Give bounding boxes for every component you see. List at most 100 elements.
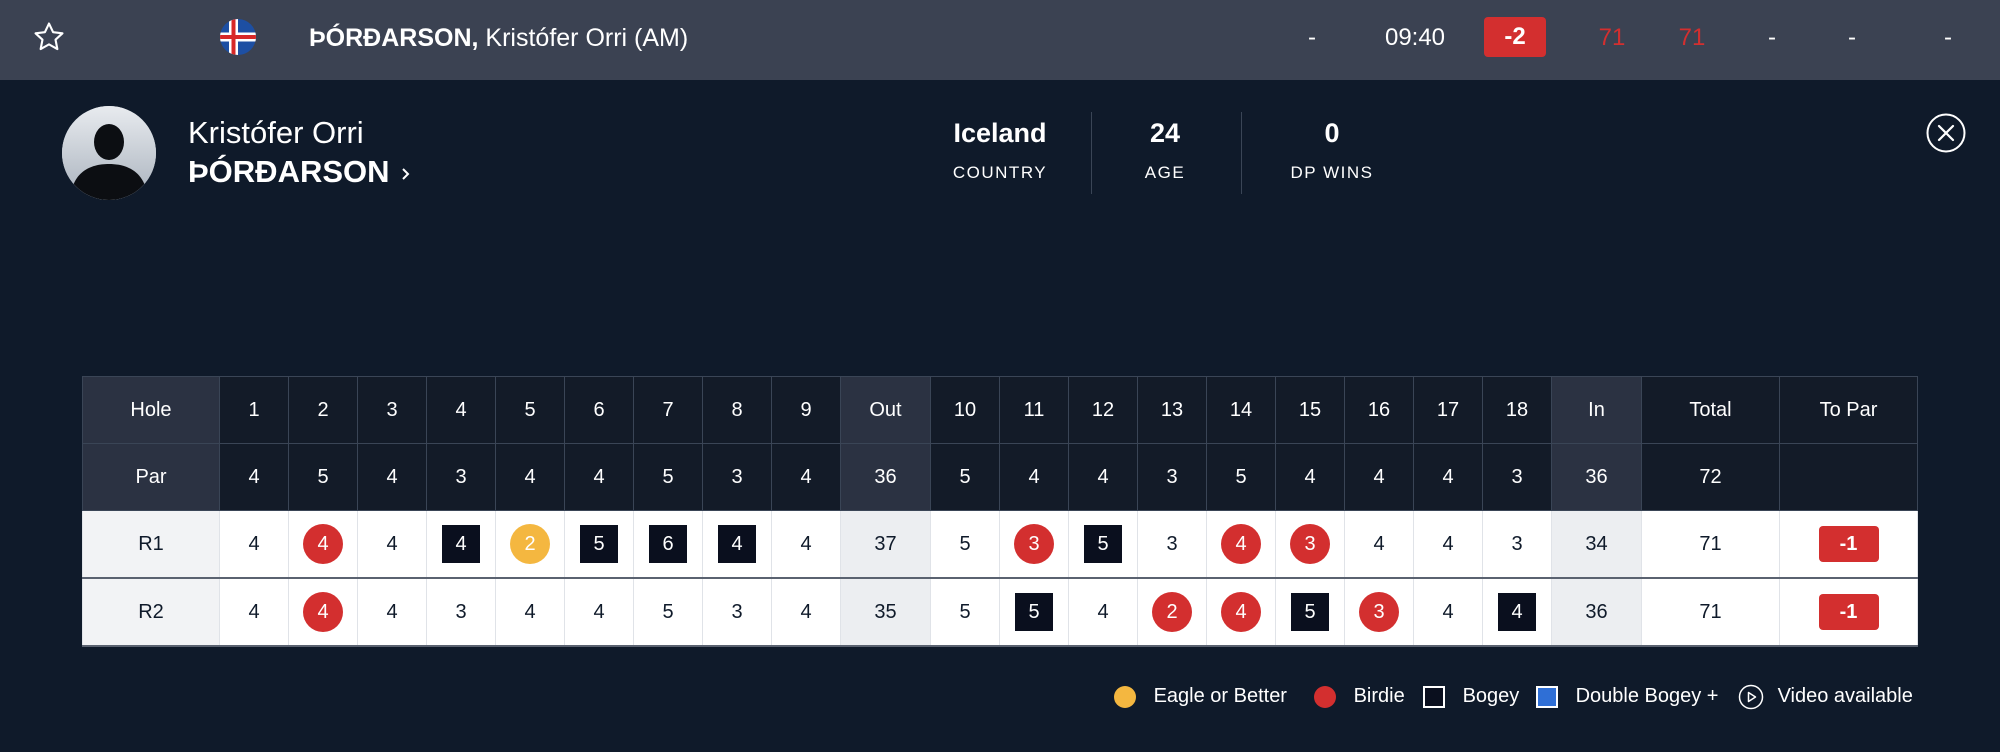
hole-header: 11 — [999, 376, 1069, 444]
par-value: 4 — [219, 443, 289, 511]
score-cell: 5 — [1068, 510, 1138, 579]
player-row-header[interactable]: ÞÓRÐARSON, Kristófer Orri (AM) - 09:40 -… — [0, 0, 2000, 80]
bogey-score: 5 — [1084, 525, 1122, 563]
score-cell: 2 — [495, 510, 565, 579]
hole-header: In — [1551, 376, 1642, 444]
par-value: 5 — [930, 443, 1000, 511]
bogey-score: 4 — [718, 525, 756, 563]
hole-header: 7 — [633, 376, 703, 444]
legend-eagle-label: Eagle or Better — [1153, 685, 1287, 707]
score-value: 3 — [1511, 532, 1523, 555]
divider — [1241, 112, 1242, 194]
hole-header: 9 — [771, 376, 841, 444]
stat-dp-wins: 0 DP WINS — [1262, 115, 1402, 183]
par-value: 4 — [771, 443, 841, 511]
score-cell: 4 — [1413, 577, 1483, 647]
score-cell: 4 — [495, 577, 565, 647]
score-cell: 3 — [1344, 577, 1414, 647]
score-value: 35 — [874, 600, 897, 623]
hole-header: 10 — [930, 376, 1000, 444]
score-value: 4 — [248, 532, 260, 555]
score-value: 4 — [1097, 600, 1109, 623]
hole-header: 8 — [702, 376, 772, 444]
score-cell: 4 — [702, 510, 772, 579]
par-value: 72 — [1641, 443, 1780, 511]
par-value: 36 — [1551, 443, 1642, 511]
score-cell: 3 — [702, 577, 772, 647]
score-value: 5 — [959, 600, 971, 623]
round-row[interactable]: R1 4 4 4 4 2 5 6 4 4 37 5 3 5 3 4 3 4 4 3 34 71 -1 — [82, 510, 1918, 579]
bogey-score: 4 — [442, 525, 480, 563]
score-cell: 3 — [1482, 510, 1552, 579]
score-cell: 3 — [426, 577, 496, 647]
divider — [1091, 112, 1092, 194]
hole-header: 16 — [1344, 376, 1414, 444]
score-value: 3 — [731, 600, 743, 623]
score-value: 37 — [874, 532, 897, 555]
score-cell: 37 — [840, 510, 931, 579]
score-cell: 3 — [1275, 510, 1345, 579]
position-value: - — [1308, 24, 1316, 51]
player-name[interactable]: ÞÓRÐARSON, Kristófer Orri (AM) — [309, 22, 688, 54]
stat-age: 24 AGE — [1105, 115, 1225, 183]
score-value: 4 — [1442, 600, 1454, 623]
score-value: 4 — [386, 600, 398, 623]
player-profile-link[interactable]: ÞÓRÐARSON — [188, 153, 412, 191]
score-cell: 4 — [1413, 510, 1483, 579]
score-value: 4 — [593, 600, 605, 623]
legend-birdie: Birdie — [1314, 681, 1405, 711]
avatar — [62, 106, 156, 200]
score-value: 4 — [1442, 532, 1454, 555]
hole-header: 14 — [1206, 376, 1276, 444]
par-value: 3 — [702, 443, 772, 511]
legend-bogey: Bogey — [1423, 681, 1519, 711]
score-value: 4 — [386, 532, 398, 555]
birdie-score: 3 — [1290, 524, 1330, 564]
birdie-swatch — [1314, 685, 1336, 708]
score-cell: 4 — [1068, 577, 1138, 647]
close-icon[interactable] — [1926, 113, 1966, 153]
score-cell: 2 — [1137, 577, 1207, 647]
par-label: Par — [82, 443, 220, 511]
round1-score: 71 — [1598, 24, 1626, 51]
star-icon[interactable] — [32, 20, 66, 54]
score-cell: 5 — [564, 510, 634, 579]
par-value: 3 — [1137, 443, 1207, 511]
round-row[interactable]: R2 4 4 4 3 4 4 5 3 4 35 5 5 4 2 4 5 3 4 4 36 71 -1 — [82, 577, 1918, 647]
score-cell: 4 — [1206, 577, 1276, 647]
bogey-score: 5 — [1015, 593, 1053, 631]
round3-score: - — [1768, 24, 1776, 51]
score-cell: 36 — [1551, 577, 1642, 647]
par-value: 3 — [1482, 443, 1552, 511]
par-value — [1779, 443, 1918, 511]
to-par-badge: -1 — [1818, 594, 1879, 630]
par-value: 5 — [1206, 443, 1276, 511]
birdie-score: 3 — [1014, 524, 1054, 564]
hole-header: 15 — [1275, 376, 1345, 444]
hole-header: 17 — [1413, 376, 1483, 444]
birdie-score: 2 — [1152, 592, 1192, 632]
hole-label: Hole — [82, 376, 220, 444]
score-cell: 3 — [999, 510, 1069, 579]
stat-country-label: COUNTRY — [952, 163, 1048, 182]
legend-double-bogey: Double Bogey + — [1536, 681, 1718, 711]
score-cell: 4 — [771, 510, 841, 579]
hole-row: Hole 1 2 3 4 5 6 7 8 9 Out 10 11 12 13 14 15 16 17 18 In Tota… — [82, 376, 1918, 444]
score-cell: 6 — [633, 510, 703, 579]
score-value: 3 — [455, 600, 467, 623]
score-cell: -1 — [1779, 577, 1918, 647]
par-value: 4 — [564, 443, 634, 511]
score-cell: 4 — [564, 577, 634, 647]
score-value: 5 — [959, 532, 971, 555]
par-value: 5 — [633, 443, 703, 511]
hole-header: 3 — [357, 376, 427, 444]
score-cell: 4 — [426, 510, 496, 579]
par-value: 4 — [495, 443, 565, 511]
par-value: 4 — [1275, 443, 1345, 511]
hole-header: Total — [1641, 376, 1780, 444]
score-cell: 5 — [930, 577, 1000, 647]
hole-header: 12 — [1068, 376, 1138, 444]
par-value: 4 — [999, 443, 1069, 511]
player-first-name-large: Kristófer Orri — [188, 115, 364, 150]
score-cell: 4 — [219, 510, 289, 579]
